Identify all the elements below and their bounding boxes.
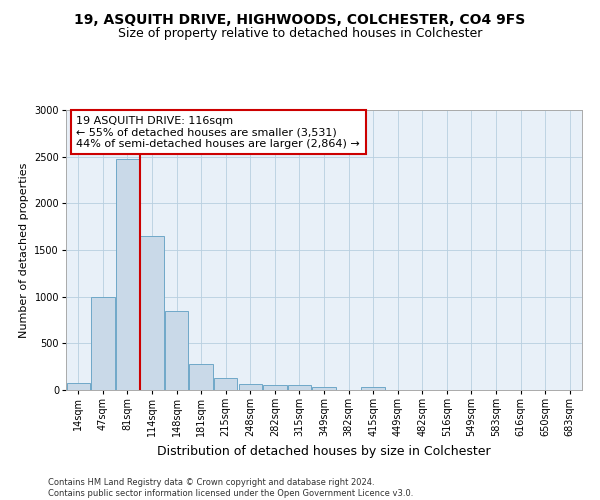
Bar xyxy=(165,310,188,390)
Bar xyxy=(288,386,311,390)
Bar xyxy=(263,386,287,390)
Bar xyxy=(67,382,90,390)
Bar xyxy=(214,378,238,390)
X-axis label: Distribution of detached houses by size in Colchester: Distribution of detached houses by size … xyxy=(157,444,491,458)
Text: Size of property relative to detached houses in Colchester: Size of property relative to detached ho… xyxy=(118,28,482,40)
Text: Contains HM Land Registry data © Crown copyright and database right 2024.
Contai: Contains HM Land Registry data © Crown c… xyxy=(48,478,413,498)
Bar xyxy=(91,296,115,390)
Text: 19, ASQUITH DRIVE, HIGHWOODS, COLCHESTER, CO4 9FS: 19, ASQUITH DRIVE, HIGHWOODS, COLCHESTER… xyxy=(74,12,526,26)
Bar xyxy=(116,158,139,390)
Bar xyxy=(190,364,213,390)
Bar xyxy=(239,384,262,390)
Text: 19 ASQUITH DRIVE: 116sqm
← 55% of detached houses are smaller (3,531)
44% of sem: 19 ASQUITH DRIVE: 116sqm ← 55% of detach… xyxy=(76,116,360,149)
Bar xyxy=(140,236,164,390)
Y-axis label: Number of detached properties: Number of detached properties xyxy=(19,162,29,338)
Bar xyxy=(361,387,385,390)
Bar xyxy=(313,387,335,390)
